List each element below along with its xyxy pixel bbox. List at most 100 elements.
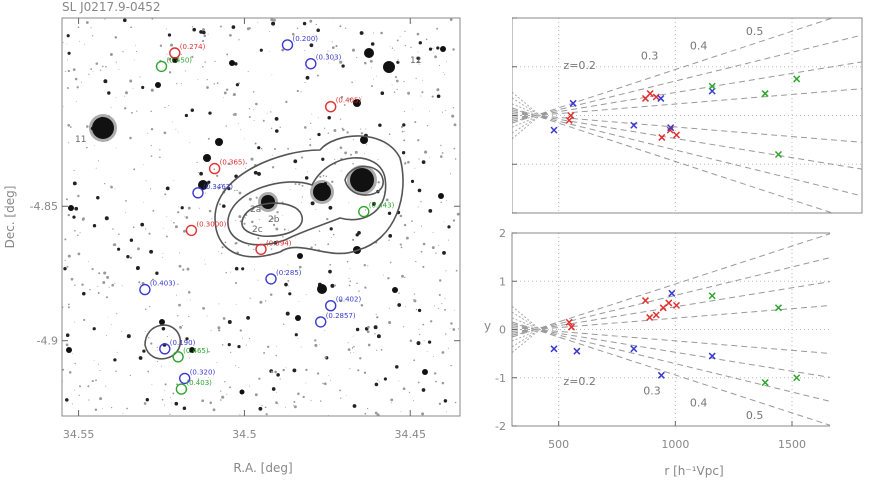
background-star <box>126 407 128 410</box>
background-star <box>67 254 71 258</box>
background-star <box>165 28 167 30</box>
background-star <box>317 117 319 119</box>
background-star <box>159 149 161 151</box>
background-star <box>329 263 332 266</box>
background-star <box>224 381 226 383</box>
background-star <box>434 55 438 59</box>
background-star <box>206 78 208 81</box>
background-star <box>430 320 433 323</box>
background-star <box>385 198 389 202</box>
background-star <box>248 27 251 30</box>
background-star <box>257 171 261 176</box>
background-star <box>387 277 390 280</box>
background-star <box>132 88 134 89</box>
background-star <box>72 68 76 71</box>
galaxy-point <box>672 131 681 139</box>
background-star <box>376 334 381 339</box>
background-star <box>359 357 362 360</box>
background-star <box>186 267 190 271</box>
background-star <box>171 402 173 404</box>
background-star <box>285 311 290 316</box>
galaxy-marker <box>358 205 370 218</box>
background-star <box>64 259 66 261</box>
background-star <box>405 306 407 308</box>
background-star <box>253 170 258 175</box>
background-star <box>270 192 272 193</box>
background-star <box>147 132 149 134</box>
background-star <box>383 377 387 381</box>
background-star <box>433 356 435 357</box>
background-star <box>229 386 231 389</box>
galaxy-point <box>652 311 660 319</box>
background-star <box>201 399 205 403</box>
background-star <box>98 272 101 275</box>
background-star <box>230 271 232 273</box>
background-star <box>238 82 241 85</box>
galaxy-point <box>641 297 649 305</box>
galaxy-redshift-label: (0.190) <box>170 339 196 347</box>
background-star <box>314 343 318 347</box>
background-star <box>152 209 155 212</box>
background-star <box>371 201 376 206</box>
background-star <box>376 413 380 416</box>
background-star <box>327 115 331 120</box>
background-star <box>189 142 190 143</box>
background-star <box>239 329 242 332</box>
background-star <box>397 61 399 63</box>
background-star <box>273 147 277 151</box>
y-tick-label: 1 <box>499 275 506 288</box>
density-contours <box>144 135 404 360</box>
background-star <box>347 342 349 344</box>
bright-star <box>392 287 398 293</box>
cone-x-axis-label: r [h⁻¹Vpc] <box>664 464 723 478</box>
bright-star-halo <box>310 180 334 204</box>
cone-bottom-plot: z=0.2 0.3 0.4 0.5 -2 -1 0 1 2 500 1000 1500 <box>495 227 830 451</box>
cone-lines <box>512 233 830 426</box>
background-star <box>413 231 415 233</box>
cone-line <box>512 109 862 197</box>
background-star <box>138 281 141 284</box>
background-star <box>356 282 358 285</box>
galaxy-marker <box>155 60 168 73</box>
galaxy-point <box>630 345 638 353</box>
background-star <box>389 45 391 47</box>
background-star <box>231 25 236 29</box>
galaxy-point <box>774 304 782 312</box>
background-star <box>125 212 126 214</box>
galaxy-point <box>550 126 558 134</box>
background-star <box>268 31 270 33</box>
background-star <box>345 395 347 396</box>
background-star <box>346 131 349 134</box>
background-star <box>199 171 203 176</box>
background-star <box>218 251 220 253</box>
background-star <box>374 411 378 415</box>
background-star <box>404 162 407 165</box>
background-star <box>77 234 79 237</box>
background-star <box>434 305 436 307</box>
background-star <box>357 231 361 235</box>
background-star <box>222 317 226 320</box>
background-star <box>225 88 229 91</box>
background-star <box>105 296 109 299</box>
galaxy-redshift-label: (0.303) <box>316 54 342 62</box>
redshift-label: 0.4 <box>690 397 708 410</box>
background-star <box>349 368 351 370</box>
background-star <box>206 86 209 89</box>
background-star <box>441 152 444 154</box>
background-star <box>355 327 360 332</box>
background-star <box>438 293 441 297</box>
background-star <box>74 284 76 286</box>
background-star <box>94 144 96 146</box>
background-star <box>207 33 209 35</box>
background-star <box>414 121 417 124</box>
background-star <box>174 225 178 229</box>
background-star <box>118 233 120 235</box>
background-star <box>343 104 346 106</box>
background-star <box>271 74 273 76</box>
background-star <box>65 198 68 201</box>
background-star <box>221 344 224 346</box>
background-star <box>202 28 205 32</box>
background-star <box>428 209 433 213</box>
background-star <box>418 41 422 45</box>
background-star <box>168 71 172 74</box>
